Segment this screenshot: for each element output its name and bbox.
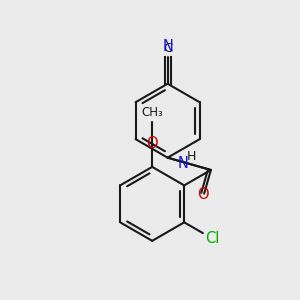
Text: C: C — [163, 42, 172, 55]
Text: O: O — [197, 187, 208, 202]
Text: O: O — [146, 136, 158, 151]
Text: N: N — [178, 156, 189, 171]
Text: N: N — [162, 39, 173, 54]
Text: CH₃: CH₃ — [141, 106, 163, 119]
Text: Cl: Cl — [205, 231, 219, 246]
Text: H: H — [187, 150, 196, 163]
